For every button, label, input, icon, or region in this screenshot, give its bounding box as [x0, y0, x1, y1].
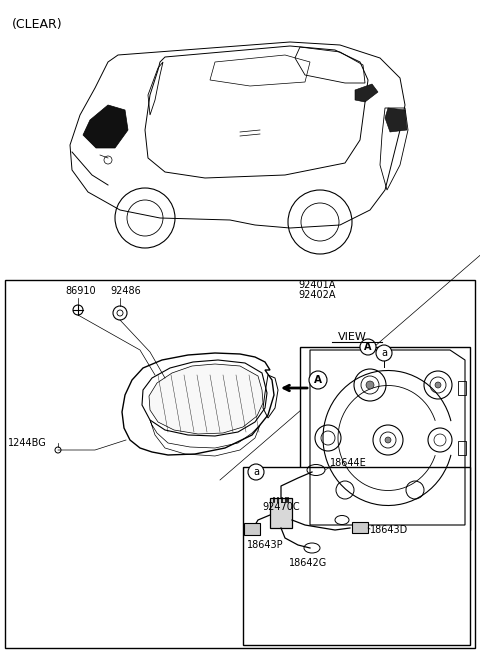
- Polygon shape: [149, 364, 263, 434]
- Circle shape: [309, 371, 327, 389]
- Text: 92470C: 92470C: [262, 502, 300, 512]
- Text: 92402A: 92402A: [298, 290, 336, 300]
- Polygon shape: [385, 108, 407, 132]
- Text: 18643P: 18643P: [247, 540, 284, 550]
- Circle shape: [360, 339, 376, 355]
- Bar: [458, 381, 466, 395]
- Circle shape: [248, 464, 264, 480]
- Bar: [300, 347, 470, 530]
- Bar: [458, 441, 466, 455]
- Text: 92401A: 92401A: [298, 280, 336, 290]
- Text: a: a: [381, 348, 387, 358]
- Bar: [270, 498, 292, 528]
- Text: (CLEAR): (CLEAR): [12, 18, 62, 31]
- Text: a: a: [253, 467, 259, 477]
- Text: 92486: 92486: [110, 286, 141, 296]
- Text: 18642G: 18642G: [289, 558, 327, 568]
- Bar: [243, 467, 470, 645]
- Circle shape: [376, 345, 392, 361]
- Polygon shape: [355, 84, 378, 102]
- Polygon shape: [83, 105, 128, 148]
- Bar: [352, 522, 368, 533]
- Text: A: A: [364, 342, 372, 352]
- Bar: [5, 280, 475, 648]
- Circle shape: [366, 381, 374, 389]
- Text: 18643D: 18643D: [370, 525, 408, 535]
- Circle shape: [385, 437, 391, 443]
- Text: 18644E: 18644E: [330, 458, 367, 468]
- Text: 1244BG: 1244BG: [8, 438, 47, 448]
- Text: A: A: [314, 375, 322, 385]
- Text: VIEW: VIEW: [338, 332, 367, 342]
- Circle shape: [435, 382, 441, 388]
- Bar: [244, 523, 260, 535]
- Text: 86910: 86910: [65, 286, 96, 296]
